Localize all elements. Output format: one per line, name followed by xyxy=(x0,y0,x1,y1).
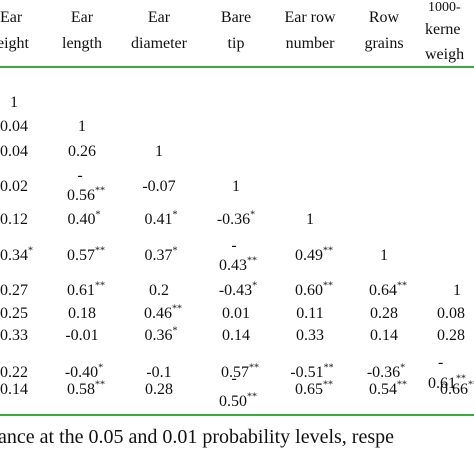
r10-c0: 0.22 xyxy=(0,364,28,381)
header-row-grains-line1: Row xyxy=(368,9,400,26)
r6-c3-value: 0.43** xyxy=(219,255,257,274)
r2-c0: 0.04 xyxy=(0,118,28,135)
r6-c3-dash: - xyxy=(231,237,237,254)
r5-c3: -0.36* xyxy=(216,209,256,228)
r6-c5: 1 xyxy=(380,247,388,264)
table-footnote: ance at the 0.05 and 0.01 probability le… xyxy=(0,426,394,448)
r9-c2: 0.36* xyxy=(144,325,178,344)
r9-c1: -0.01 xyxy=(65,327,99,344)
r5-c0: 0.12 xyxy=(0,211,28,228)
r11-c1: 0.58** xyxy=(67,379,105,398)
r10-c4: -0.51** xyxy=(290,362,334,381)
header-ear-diameter-line2: diameter xyxy=(131,35,187,52)
header-row-grains-line2: grains xyxy=(364,35,404,52)
r8-c5: 0.28 xyxy=(370,305,398,322)
header-ear-weight-line1: Ear xyxy=(0,9,23,26)
r3-c1: 0.26 xyxy=(68,143,96,160)
r7-c3: -0.43* xyxy=(218,280,258,299)
r7-c1: 0.61** xyxy=(67,280,105,299)
r10-c6-value: 0.61** xyxy=(428,373,466,392)
r7-c0: 0.27 xyxy=(0,282,28,299)
r8-c6: 0.08 xyxy=(437,305,465,322)
header-ear-row-number-line1: Ear row xyxy=(284,9,336,26)
r11-c4: 0.65** xyxy=(295,379,333,398)
r3-c2: 1 xyxy=(155,143,163,160)
r7-c6: 1 xyxy=(453,282,461,299)
r8-c4: 0.11 xyxy=(296,305,324,322)
r8-c0: 0.25 xyxy=(0,305,28,322)
r11-c0: 0.14 xyxy=(0,381,28,398)
r10-c5: -0.36* xyxy=(366,362,406,381)
header-rule xyxy=(0,66,474,68)
header-ear-length-line2: length xyxy=(62,35,102,52)
header-bare-tip-line1: Bare xyxy=(220,9,252,26)
r9-c3: 0.14 xyxy=(222,327,250,344)
r6-c1: 0.57** xyxy=(67,245,105,264)
r7-c5: 0.64** xyxy=(369,280,407,299)
r10-c6-dash: - xyxy=(438,354,444,371)
r9-c6: 0.28 xyxy=(437,327,465,344)
r11-c2: 0.28 xyxy=(145,381,173,398)
header-1000-kernel-weight-line2: kerne xyxy=(425,21,461,38)
r10-c1: -0.40* xyxy=(64,362,104,381)
r5-c1: 0.40* xyxy=(67,209,101,228)
header-ear-weight-line2: eight xyxy=(0,35,29,52)
r3-c0: 0.04 xyxy=(0,143,28,160)
r4-c1-value: 0.56** xyxy=(67,185,105,204)
header-1000-kernel-weight-line1: 1000- xyxy=(428,0,461,15)
r4-c2: -0.07 xyxy=(142,178,176,195)
r11-c5: 0.54** xyxy=(369,379,407,398)
r11-c3-dash: - xyxy=(231,370,237,387)
r4-c0: 0.02 xyxy=(0,178,28,195)
r2-c1: 1 xyxy=(78,118,86,135)
r10-c2: -0.1 xyxy=(146,364,172,381)
r8-c2: 0.46** xyxy=(144,303,182,322)
r9-c0: 0.33 xyxy=(0,327,28,344)
header-ear-diameter-line1: Ear xyxy=(147,9,171,26)
r11-c3-value: 0.50** xyxy=(219,391,257,410)
header-ear-length-line1: Ear xyxy=(70,9,94,26)
header-1000-kernel-weight-line3: weigh xyxy=(425,46,465,63)
r10-c3: 0.57** xyxy=(221,362,259,381)
r11-c6: 0.66** xyxy=(440,379,474,398)
r6-c4: 0.49** xyxy=(295,245,333,264)
r8-c3: 0.01 xyxy=(222,305,250,322)
header-ear-row-number-line2: number xyxy=(285,35,335,52)
r8-c1: 0.18 xyxy=(68,305,96,322)
r7-c2: 0.2 xyxy=(149,282,169,299)
header-bare-tip-line2: tip xyxy=(227,35,245,52)
r7-c4: 0.60** xyxy=(295,280,333,299)
r6-c2: 0.37* xyxy=(144,245,178,264)
r4-c3: 1 xyxy=(232,178,240,195)
r1-c0: 1 xyxy=(10,94,18,111)
table-bottom-rule xyxy=(0,414,474,416)
r4-c1-dash: - xyxy=(77,167,83,184)
r6-c0: 0.34* xyxy=(0,245,33,264)
r5-c4: 1 xyxy=(306,211,314,228)
r9-c5: 0.14 xyxy=(370,327,398,344)
r9-c4: 0.33 xyxy=(296,327,324,344)
r5-c2: 0.41* xyxy=(144,209,178,228)
